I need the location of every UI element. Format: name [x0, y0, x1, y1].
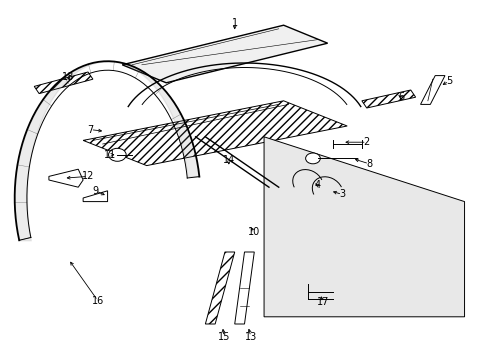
Polygon shape: [205, 252, 234, 324]
Text: 7: 7: [87, 125, 93, 135]
Text: 6: 6: [397, 92, 403, 102]
Text: 18: 18: [62, 72, 75, 82]
Polygon shape: [361, 90, 415, 108]
Text: 4: 4: [314, 180, 320, 190]
Polygon shape: [83, 191, 107, 202]
Text: 15: 15: [217, 332, 230, 342]
Text: 5: 5: [445, 76, 451, 86]
Text: 2: 2: [363, 137, 369, 147]
Text: 11: 11: [103, 150, 116, 160]
Polygon shape: [34, 72, 93, 94]
Polygon shape: [49, 169, 83, 187]
Text: 8: 8: [366, 159, 371, 169]
Polygon shape: [122, 25, 327, 83]
Text: 3: 3: [339, 189, 345, 199]
Text: 12: 12: [81, 171, 94, 181]
Circle shape: [108, 148, 126, 161]
Polygon shape: [83, 101, 346, 166]
Text: 10: 10: [247, 227, 260, 237]
Text: 1: 1: [231, 18, 237, 28]
Text: 16: 16: [91, 296, 104, 306]
Text: 17: 17: [316, 297, 328, 307]
Text: 13: 13: [244, 332, 257, 342]
Text: 14: 14: [222, 155, 235, 165]
Text: 9: 9: [92, 186, 98, 196]
Circle shape: [305, 153, 320, 164]
Polygon shape: [264, 137, 464, 317]
Polygon shape: [234, 252, 254, 324]
Polygon shape: [420, 76, 444, 104]
